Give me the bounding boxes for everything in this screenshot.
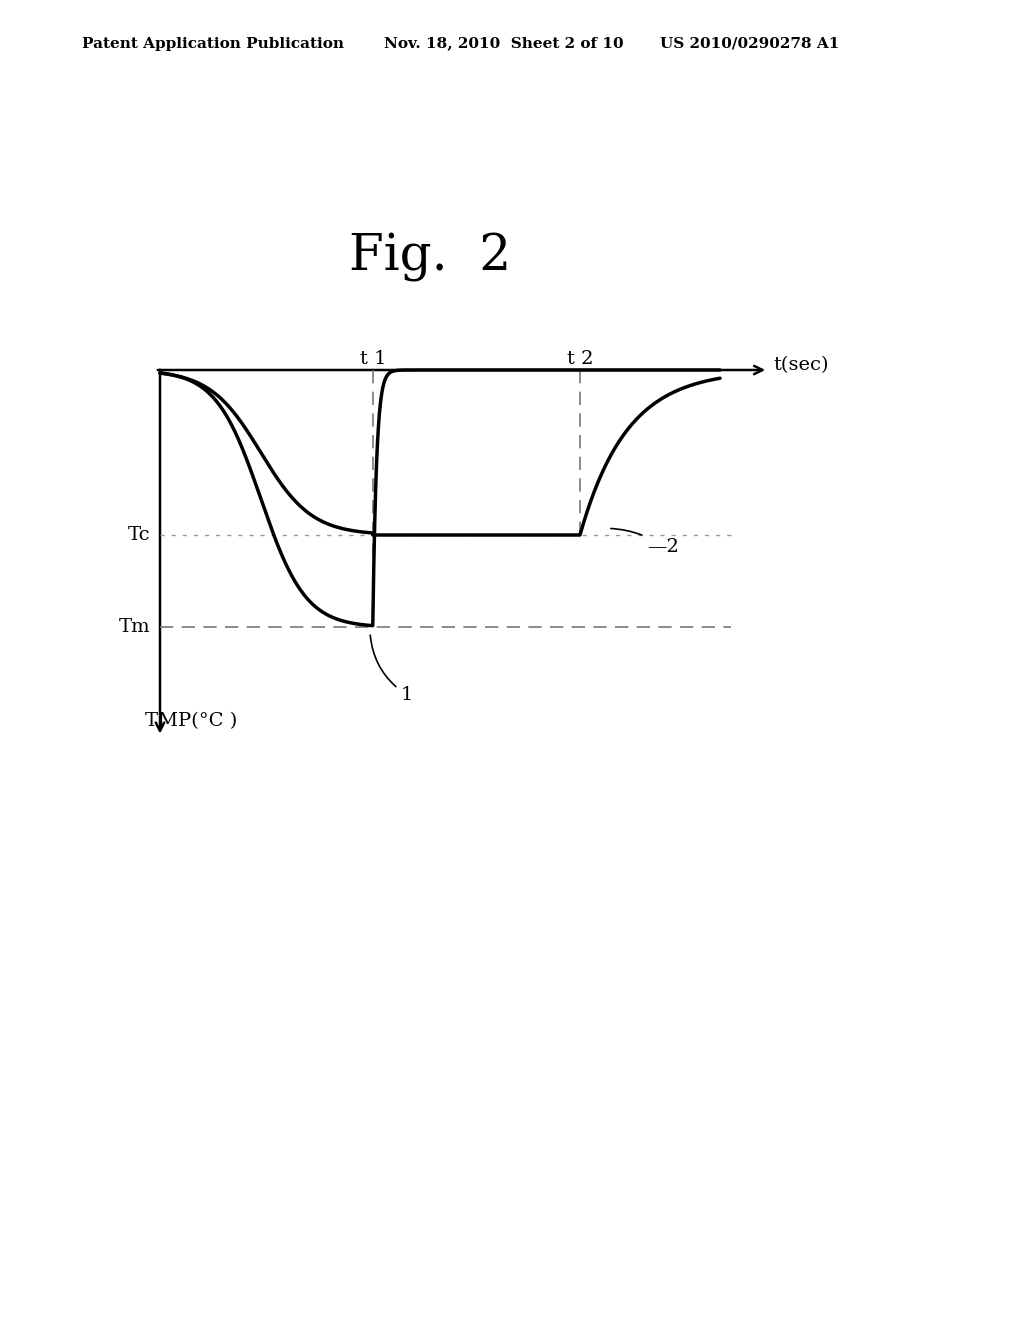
Text: —2: —2 [610,528,679,556]
Text: t 2: t 2 [566,350,593,368]
Text: 1: 1 [371,635,413,704]
Text: t(sec): t(sec) [773,356,828,374]
Text: Tc: Tc [127,525,150,544]
Text: t 1: t 1 [359,350,386,368]
Text: Nov. 18, 2010  Sheet 2 of 10: Nov. 18, 2010 Sheet 2 of 10 [384,37,624,50]
Text: US 2010/0290278 A1: US 2010/0290278 A1 [660,37,840,50]
Text: TMP(°C ): TMP(°C ) [145,711,238,730]
Text: Patent Application Publication: Patent Application Publication [82,37,344,50]
Text: Tm: Tm [119,618,150,636]
Text: Fig.  2: Fig. 2 [349,232,511,282]
